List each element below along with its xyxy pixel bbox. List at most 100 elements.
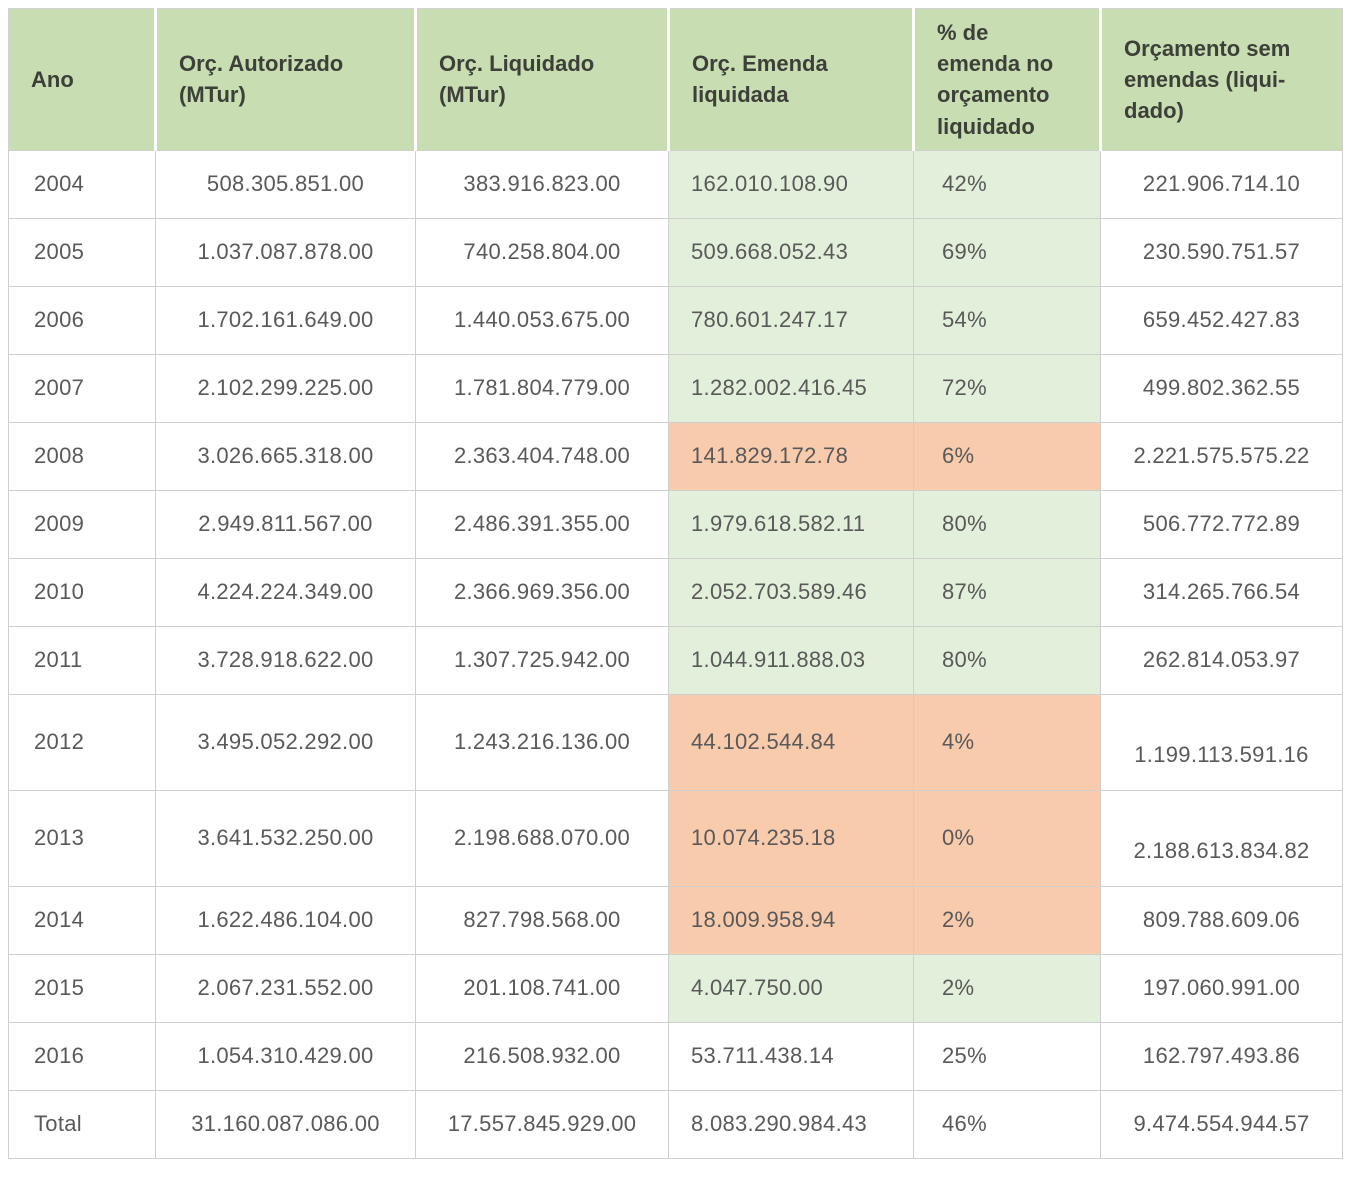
orc-emenda-cell: 18.009.958.94 [668, 885, 914, 955]
col-header-ano: Ano [8, 8, 156, 151]
sem-emendas-cell: 2.188.613.834.82 [1100, 789, 1343, 887]
sem-emendas-cell: 809.788.609.06 [1100, 885, 1343, 955]
pct-emenda-cell: 80% [913, 625, 1101, 695]
table-row: 2013 3.641.532.250.00 2.198.688.070.00 1… [8, 789, 1343, 887]
orc-liquidado-cell: 2.198.688.070.00 [415, 789, 669, 887]
orc-emenda-cell: 4.047.750.00 [668, 953, 914, 1023]
table-body: 2004 508.305.851.00 383.916.823.00 162.0… [8, 149, 1343, 1159]
pct-emenda-cell: 87% [913, 557, 1101, 627]
year-cell: 2012 [8, 693, 156, 791]
orc-emenda-cell: 1.044.911.888.03 [668, 625, 914, 695]
orc-autorizado-cell: 1.054.310.429.00 [155, 1021, 416, 1091]
orc-liquidado-cell: 2.486.391.355.00 [415, 489, 669, 559]
year-cell: 2008 [8, 421, 156, 491]
table-row: 2008 3.026.665.318.00 2.363.404.748.00 1… [8, 421, 1343, 491]
orc-emenda-cell: 10.074.235.18 [668, 789, 914, 887]
table-row: 2004 508.305.851.00 383.916.823.00 162.0… [8, 149, 1343, 219]
orc-emenda-cell: 53.711.438.14 [668, 1021, 914, 1091]
orc-autorizado-cell: 2.949.811.567.00 [155, 489, 416, 559]
year-cell: 2006 [8, 285, 156, 355]
orc-emenda-cell: 44.102.544.84 [668, 693, 914, 791]
col-header-pct-emenda: % de emenda no orçamento liquidado [912, 8, 1101, 151]
table-header: Ano Orç. Autorizado (MTur) Orç. Liquidad… [8, 8, 1343, 151]
orc-liquidado-cell: 17.557.845.929.00 [415, 1089, 669, 1159]
year-cell: 2004 [8, 149, 156, 219]
orc-autorizado-cell: 2.102.299.225.00 [155, 353, 416, 423]
table-row: 2014 1.622.486.104.00 827.798.568.00 18.… [8, 885, 1343, 955]
orc-emenda-cell: 509.668.052.43 [668, 217, 914, 287]
orc-emenda-cell: 1.979.618.582.11 [668, 489, 914, 559]
year-cell: Total [8, 1089, 156, 1159]
col-header-sem-emendas: Orçamento sem emendas (liqui- dado) [1099, 8, 1343, 151]
table-row: 2010 4.224.224.349.00 2.366.969.356.00 2… [8, 557, 1343, 627]
col-header-orc-emenda: Orç. Emenda liquidada [667, 8, 914, 151]
sem-emendas-cell: 162.797.493.86 [1100, 1021, 1343, 1091]
orc-autorizado-cell: 508.305.851.00 [155, 149, 416, 219]
orc-liquidado-cell: 1.243.216.136.00 [415, 693, 669, 791]
pct-emenda-cell: 80% [913, 489, 1101, 559]
orc-liquidado-cell: 1.440.053.675.00 [415, 285, 669, 355]
pct-emenda-cell: 0% [913, 789, 1101, 887]
header-row: Ano Orç. Autorizado (MTur) Orç. Liquidad… [8, 8, 1343, 151]
year-cell: 2016 [8, 1021, 156, 1091]
table-row: 2006 1.702.161.649.00 1.440.053.675.00 7… [8, 285, 1343, 355]
year-cell: 2005 [8, 217, 156, 287]
sem-emendas-cell: 197.060.991.00 [1100, 953, 1343, 1023]
col-header-orc-liquidado: Orç. Liquidado (MTur) [414, 8, 669, 151]
sem-emendas-cell: 262.814.053.97 [1100, 625, 1343, 695]
year-cell: 2014 [8, 885, 156, 955]
sem-emendas-cell: 230.590.751.57 [1100, 217, 1343, 287]
orc-liquidado-cell: 740.258.804.00 [415, 217, 669, 287]
total-row: Total 31.160.087.086.00 17.557.845.929.0… [8, 1089, 1343, 1159]
pct-emenda-cell: 4% [913, 693, 1101, 791]
orc-liquidado-cell: 827.798.568.00 [415, 885, 669, 955]
pct-emenda-cell: 2% [913, 953, 1101, 1023]
orc-liquidado-cell: 216.508.932.00 [415, 1021, 669, 1091]
table-row: 2011 3.728.918.622.00 1.307.725.942.00 1… [8, 625, 1343, 695]
orc-emenda-cell: 8.083.290.984.43 [668, 1089, 914, 1159]
sem-emendas-cell: 221.906.714.10 [1100, 149, 1343, 219]
pct-emenda-cell: 69% [913, 217, 1101, 287]
year-cell: 2007 [8, 353, 156, 423]
table-row: 2007 2.102.299.225.00 1.781.804.779.00 1… [8, 353, 1343, 423]
orc-emenda-cell: 780.601.247.17 [668, 285, 914, 355]
year-cell: 2013 [8, 789, 156, 887]
orc-liquidado-cell: 1.307.725.942.00 [415, 625, 669, 695]
orc-liquidado-cell: 2.363.404.748.00 [415, 421, 669, 491]
table-row: 2015 2.067.231.552.00 201.108.741.00 4.0… [8, 953, 1343, 1023]
sem-emendas-cell: 314.265.766.54 [1100, 557, 1343, 627]
orc-emenda-cell: 2.052.703.589.46 [668, 557, 914, 627]
orc-autorizado-cell: 3.728.918.622.00 [155, 625, 416, 695]
pct-emenda-cell: 54% [913, 285, 1101, 355]
col-header-orc-autorizado: Orç. Autorizado (MTur) [154, 8, 416, 151]
sem-emendas-cell: 9.474.554.944.57 [1100, 1089, 1343, 1159]
pct-emenda-cell: 72% [913, 353, 1101, 423]
orc-autorizado-cell: 1.622.486.104.00 [155, 885, 416, 955]
sem-emendas-cell: 506.772.772.89 [1100, 489, 1343, 559]
pct-emenda-cell: 2% [913, 885, 1101, 955]
orc-autorizado-cell: 3.641.532.250.00 [155, 789, 416, 887]
sem-emendas-cell: 1.199.113.591.16 [1100, 693, 1343, 791]
year-cell: 2011 [8, 625, 156, 695]
budget-table: Ano Orç. Autorizado (MTur) Orç. Liquidad… [8, 8, 1343, 1159]
sem-emendas-cell: 2.221.575.575.22 [1100, 421, 1343, 491]
orc-autorizado-cell: 31.160.087.086.00 [155, 1089, 416, 1159]
sem-emendas-cell: 659.452.427.83 [1100, 285, 1343, 355]
table-row: 2012 3.495.052.292.00 1.243.216.136.00 4… [8, 693, 1343, 791]
orc-emenda-cell: 162.010.108.90 [668, 149, 914, 219]
sem-emendas-cell: 499.802.362.55 [1100, 353, 1343, 423]
orc-emenda-cell: 1.282.002.416.45 [668, 353, 914, 423]
orc-autorizado-cell: 3.495.052.292.00 [155, 693, 416, 791]
pct-emenda-cell: 42% [913, 149, 1101, 219]
orc-autorizado-cell: 4.224.224.349.00 [155, 557, 416, 627]
year-cell: 2015 [8, 953, 156, 1023]
orc-liquidado-cell: 383.916.823.00 [415, 149, 669, 219]
orc-autorizado-cell: 3.026.665.318.00 [155, 421, 416, 491]
pct-emenda-cell: 46% [913, 1089, 1101, 1159]
orc-liquidado-cell: 2.366.969.356.00 [415, 557, 669, 627]
orc-liquidado-cell: 1.781.804.779.00 [415, 353, 669, 423]
orc-autorizado-cell: 1.037.087.878.00 [155, 217, 416, 287]
orc-autorizado-cell: 1.702.161.649.00 [155, 285, 416, 355]
year-cell: 2009 [8, 489, 156, 559]
